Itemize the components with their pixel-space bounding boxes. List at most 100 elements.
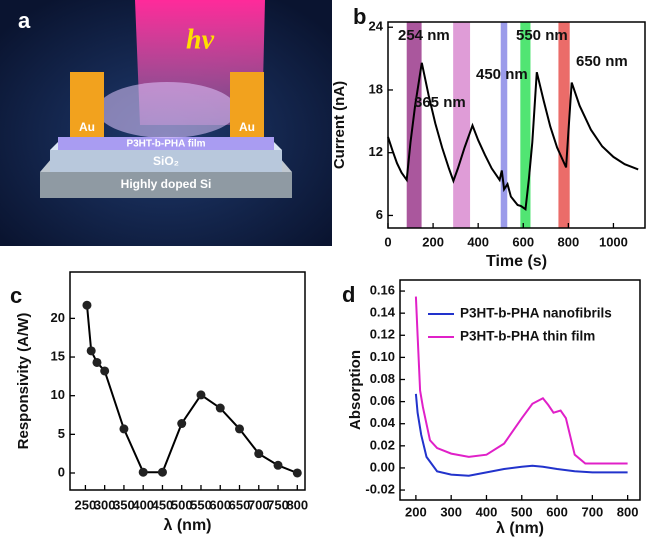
y-tick-label: 0.08 (370, 371, 395, 386)
data-line (387, 62, 639, 211)
y-tick-label: 20 (51, 310, 65, 325)
data-point (235, 424, 245, 434)
x-tick-label: 200 (422, 234, 444, 249)
y-tick-label: 0.12 (370, 327, 395, 342)
x-tick-label: 750 (267, 497, 289, 512)
data-point (254, 449, 264, 459)
x-axis-title: Time (s) (486, 253, 547, 270)
x-tick-label: 550 (190, 497, 212, 512)
x-tick-label: 300 (440, 504, 462, 519)
data-point (196, 390, 206, 400)
band-label: 365 nm (414, 94, 466, 111)
x-tick-label: 300 (94, 497, 116, 512)
x-tick-label: 400 (132, 497, 154, 512)
y-tick-label: 0.02 (370, 437, 395, 452)
x-tick-label: 1000 (599, 234, 628, 249)
band-label: 254 nm (398, 27, 450, 44)
data-point (119, 424, 129, 434)
y-tick-label: 24 (369, 19, 384, 34)
x-tick-label: 500 (511, 504, 533, 519)
chart-panel-d: P3HT-b-PHA nanofibrils P3HT-b-PHA thin fi… (342, 279, 641, 537)
y-tick-label: 5 (58, 426, 65, 441)
x-tick-label: 200 (405, 504, 427, 519)
y-tick-label: -0.02 (365, 481, 395, 496)
y-tick-label: 18 (369, 81, 383, 96)
band-label: 450 nm (476, 66, 528, 83)
legend-label: P3HT-b-PHA thin film (460, 329, 595, 344)
substrate-label: Highly doped Si (121, 177, 212, 191)
legend-label: P3HT-b-PHA nanofibrils (460, 306, 612, 321)
data-point (292, 468, 302, 478)
panel-label: b (353, 4, 366, 29)
x-tick-label: 800 (557, 234, 579, 249)
data-point (92, 357, 102, 367)
x-tick-label: 800 (617, 504, 639, 519)
light-band (558, 22, 570, 228)
light-band (453, 22, 471, 228)
x-tick-label: 700 (248, 497, 270, 512)
electrode-label: Au (239, 120, 255, 134)
x-tick-label: 500 (171, 497, 193, 512)
y-tick-label: 10 (51, 387, 65, 402)
oxide-label: SiO₂ (153, 154, 179, 168)
x-tick-label: 0 (384, 234, 391, 249)
nanofibril-channel (97, 82, 237, 138)
x-tick-label: 700 (582, 504, 604, 519)
chart-panel-b: 254 nm 365 nm 450 nm 550 nm 650 nm 0 200 400 600… (331, 4, 646, 270)
x-tick-label: 600 (546, 504, 568, 519)
y-tick-label: 12 (369, 144, 383, 159)
electrode (70, 72, 104, 137)
diagram-a: a hv Au Au P3HT-b-PHA film SiO₂ Highly d… (0, 0, 332, 246)
x-tick-label: 450 (152, 497, 174, 512)
y-tick-label: 0 (58, 464, 65, 479)
x-tick-label: 250 (75, 497, 97, 512)
y-axis-title: Absorption (347, 350, 364, 430)
plot-frame (387, 21, 646, 229)
panel-label: d (342, 282, 355, 307)
panel-label: c (10, 283, 22, 308)
x-tick-label: 400 (467, 234, 489, 249)
data-point (86, 346, 96, 356)
data-line (414, 393, 628, 477)
y-tick-label: 6 (376, 207, 383, 222)
light-band (500, 22, 508, 228)
y-tick-label: 0.16 (370, 282, 395, 297)
data-point (177, 419, 187, 429)
panel-label: a (18, 8, 31, 33)
plot-frame (399, 279, 641, 501)
y-tick-label: 0.10 (370, 349, 395, 364)
band-label: 650 nm (576, 53, 628, 70)
data-line (414, 296, 628, 465)
x-tick-label: 800 (286, 497, 308, 512)
plot-frame (69, 271, 306, 491)
data-point (100, 366, 110, 376)
x-tick-label: 600 (512, 234, 534, 249)
light-band (520, 22, 531, 228)
data-line (86, 305, 298, 474)
y-axis-title: Current (nA) (331, 81, 348, 169)
x-axis-title: λ (nm) (496, 520, 544, 537)
data-point (157, 467, 167, 477)
si-layer (40, 172, 292, 198)
y-tick-label: 0.00 (370, 459, 395, 474)
x-tick-label: 650 (229, 497, 251, 512)
y-tick-label: 15 (51, 348, 65, 363)
x-tick-label: 400 (476, 504, 498, 519)
x-axis-title: λ (nm) (164, 517, 212, 534)
oxide-layer (50, 150, 282, 172)
electrode (230, 72, 264, 137)
photon-label: hv (186, 24, 215, 55)
y-tick-label: 0.04 (370, 415, 396, 430)
data-point (138, 467, 148, 477)
data-point (82, 300, 92, 310)
film-label: P3HT-b-PHA film (126, 139, 205, 150)
data-point (273, 460, 283, 470)
data-point (215, 403, 225, 413)
y-axis-title: Responsivity (A/W) (15, 313, 32, 450)
x-tick-label: 350 (113, 497, 135, 512)
film-layer (58, 137, 274, 150)
y-tick-label: 0.14 (370, 305, 396, 320)
electrode-label: Au (79, 120, 95, 134)
